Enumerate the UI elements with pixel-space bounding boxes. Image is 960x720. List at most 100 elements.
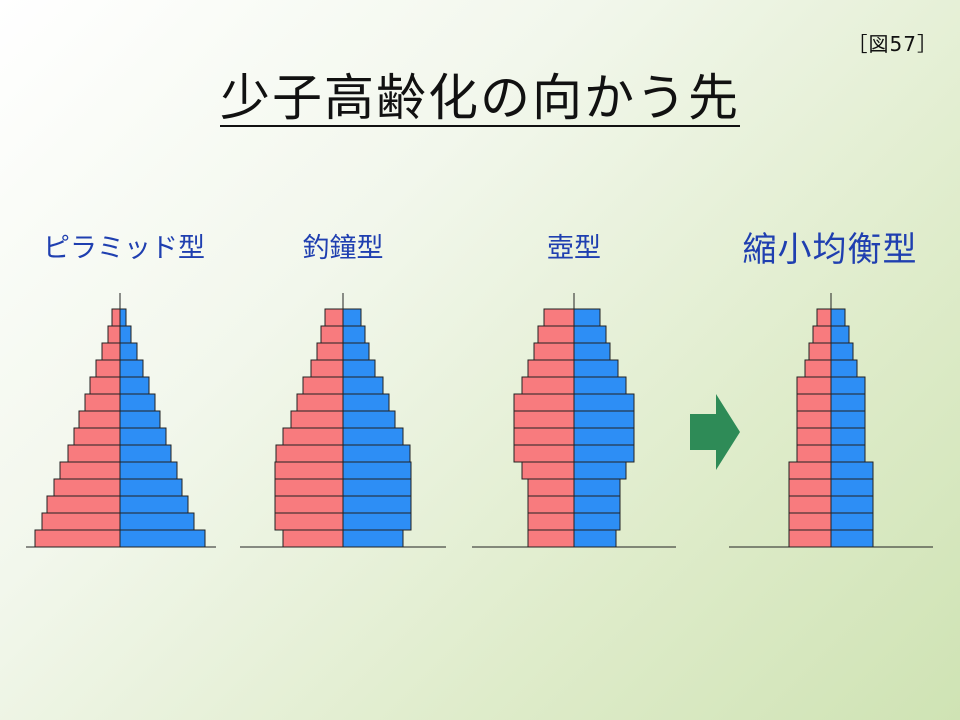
- female-bar: [342, 478, 412, 497]
- male-bar: [73, 427, 121, 446]
- pyramid-chart-pyramid-type: [26, 293, 216, 548]
- male-bar: [41, 512, 121, 531]
- male-bar: [804, 359, 832, 378]
- female-bar: [573, 495, 621, 514]
- female-bar: [342, 325, 366, 344]
- female-bar: [830, 461, 874, 480]
- male-bar: [274, 495, 344, 514]
- male-bar: [527, 529, 575, 548]
- male-bar: [316, 342, 344, 361]
- male-bar: [275, 444, 344, 463]
- female-bar: [342, 495, 412, 514]
- female-bar: [830, 427, 866, 446]
- male-bar: [84, 393, 121, 412]
- female-bar: [119, 359, 144, 378]
- male-bar: [796, 427, 832, 446]
- male-bar: [788, 512, 832, 531]
- pyramid-chart-bell-type: [240, 293, 446, 548]
- female-bar: [119, 512, 195, 531]
- female-bar: [573, 461, 627, 480]
- male-bar: [78, 410, 121, 429]
- male-bar: [796, 376, 832, 395]
- female-bar: [573, 478, 621, 497]
- male-bar: [808, 342, 832, 361]
- male-bar: [282, 427, 344, 446]
- female-bar: [573, 512, 621, 531]
- female-bar: [573, 308, 601, 327]
- label-bell-type: 釣鐘型: [302, 233, 384, 264]
- male-bar: [296, 393, 344, 412]
- male-bar: [788, 495, 832, 514]
- female-bar: [573, 427, 635, 446]
- female-bar: [573, 359, 619, 378]
- male-bar: [537, 325, 575, 344]
- female-bar: [573, 529, 617, 548]
- female-bar: [342, 359, 376, 378]
- female-bar: [342, 512, 412, 531]
- female-bar: [342, 342, 370, 361]
- female-bar: [830, 359, 858, 378]
- female-bar: [830, 495, 874, 514]
- label-shrinking-equilibrium-type: 縮小均衡型: [742, 230, 918, 270]
- female-bar: [342, 529, 404, 548]
- label-pot-type: 壺型: [547, 233, 601, 264]
- female-bar: [830, 325, 850, 344]
- male-bar: [796, 393, 832, 412]
- male-bar: [527, 495, 575, 514]
- male-bar: [46, 495, 121, 514]
- female-bar: [342, 308, 362, 327]
- pyramid-chart-pot-type: [472, 293, 676, 548]
- male-bar: [527, 359, 575, 378]
- male-bar: [513, 410, 575, 429]
- male-bar: [533, 342, 575, 361]
- male-bar: [95, 359, 121, 378]
- male-bar: [513, 427, 575, 446]
- female-bar: [119, 342, 138, 361]
- female-bar: [119, 393, 156, 412]
- page-title: 少子高齢化の向かう先: [0, 58, 960, 130]
- male-bar: [513, 444, 575, 463]
- male-bar: [812, 325, 832, 344]
- female-bar: [830, 478, 874, 497]
- female-bar: [830, 342, 854, 361]
- male-bar: [274, 478, 344, 497]
- female-bar: [573, 376, 627, 395]
- female-bar: [119, 461, 178, 480]
- male-bar: [521, 461, 575, 480]
- male-bar: [788, 478, 832, 497]
- male-bar: [513, 393, 575, 412]
- female-bar: [830, 444, 866, 463]
- male-bar: [290, 410, 344, 429]
- male-bar: [788, 461, 832, 480]
- male-bar: [816, 308, 832, 327]
- female-bar: [119, 529, 206, 548]
- female-bar: [119, 410, 161, 429]
- female-bar: [830, 512, 874, 531]
- female-bar: [119, 495, 189, 514]
- female-bar: [830, 376, 866, 395]
- female-bar: [830, 410, 866, 429]
- female-bar: [342, 393, 390, 412]
- male-bar: [111, 308, 121, 327]
- female-bar: [342, 444, 411, 463]
- male-bar: [34, 529, 121, 548]
- female-bar: [119, 444, 172, 463]
- female-bar: [573, 410, 635, 429]
- female-bar: [830, 529, 874, 548]
- female-bar: [342, 461, 412, 480]
- label-pyramid-type: ピラミッド型: [43, 233, 205, 264]
- male-bar: [274, 512, 344, 531]
- female-bar: [830, 393, 866, 412]
- male-bar: [274, 461, 344, 480]
- female-bar: [119, 308, 127, 327]
- female-bar: [573, 342, 611, 361]
- male-bar: [320, 325, 344, 344]
- female-bar: [342, 376, 384, 395]
- male-bar: [302, 376, 344, 395]
- female-bar: [573, 444, 635, 463]
- female-bar: [573, 393, 635, 412]
- male-bar: [527, 512, 575, 531]
- male-bar: [796, 410, 832, 429]
- female-bar: [573, 325, 607, 344]
